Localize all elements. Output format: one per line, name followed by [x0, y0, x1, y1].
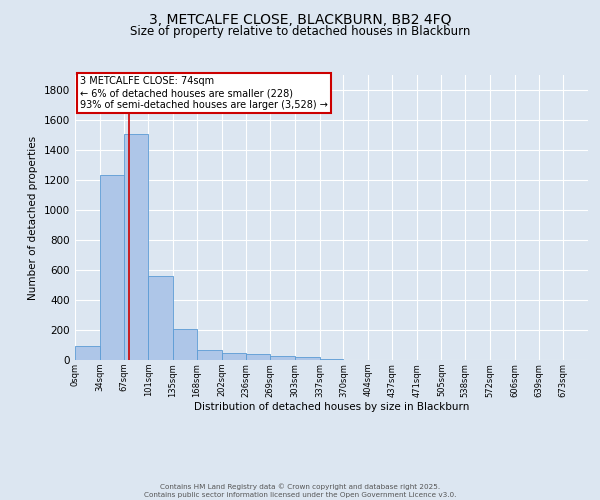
Bar	[246, 354, 270, 360]
Bar	[75, 346, 100, 360]
Bar	[320, 359, 343, 360]
Bar	[148, 276, 173, 360]
Bar	[100, 175, 124, 360]
Bar	[173, 328, 197, 360]
Text: 3, METCALFE CLOSE, BLACKBURN, BB2 4FQ: 3, METCALFE CLOSE, BLACKBURN, BB2 4FQ	[149, 12, 451, 26]
Text: 3 METCALFE CLOSE: 74sqm
← 6% of detached houses are smaller (228)
93% of semi-de: 3 METCALFE CLOSE: 74sqm ← 6% of detached…	[80, 76, 328, 110]
Bar	[295, 357, 320, 360]
X-axis label: Distribution of detached houses by size in Blackburn: Distribution of detached houses by size …	[194, 402, 469, 412]
Text: Size of property relative to detached houses in Blackburn: Size of property relative to detached ho…	[130, 25, 470, 38]
Y-axis label: Number of detached properties: Number of detached properties	[28, 136, 38, 300]
Bar	[221, 352, 246, 360]
Text: Contains HM Land Registry data © Crown copyright and database right 2025.
Contai: Contains HM Land Registry data © Crown c…	[144, 484, 456, 498]
Bar	[124, 134, 148, 360]
Bar	[270, 356, 295, 360]
Bar	[197, 350, 221, 360]
